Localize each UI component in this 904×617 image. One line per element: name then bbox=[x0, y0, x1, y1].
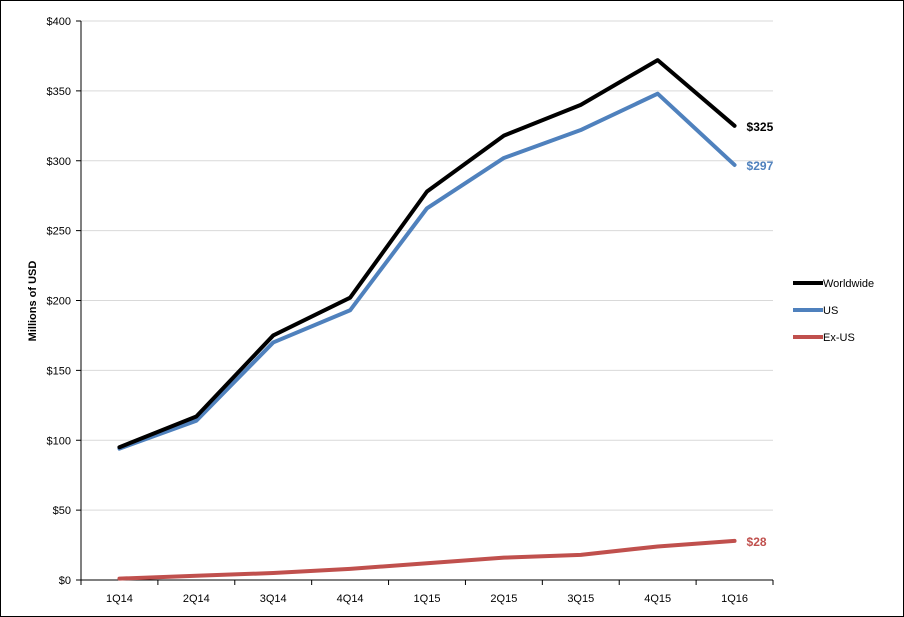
y-tick-label: $150 bbox=[47, 365, 71, 377]
x-tick-label: 3Q15 bbox=[567, 593, 594, 605]
x-tick-label: 1Q15 bbox=[414, 593, 441, 605]
legend-label: Ex-US bbox=[823, 332, 855, 344]
x-axis-ticks: 1Q14 2Q14 3Q14 4Q14 1Q15 2Q15 3Q15 4Q15 1Q16 bbox=[80, 580, 774, 605]
x-tick-label: 2Q15 bbox=[490, 593, 517, 605]
end-label-worldwide: $325 bbox=[747, 120, 774, 134]
end-labels: $325 $297 $28 bbox=[747, 120, 774, 549]
y-tick-label: $100 bbox=[47, 435, 71, 447]
series-lines bbox=[117, 58, 737, 581]
x-tick-label: 4Q15 bbox=[644, 593, 671, 605]
y-tick-label: $350 bbox=[47, 86, 71, 98]
y-axis-title: Millions of USD bbox=[27, 261, 39, 342]
y-tick-label: $400 bbox=[47, 16, 71, 28]
x-tick-label: 1Q14 bbox=[106, 593, 133, 605]
series-line-ex-us bbox=[117, 538, 737, 581]
y-tick-label: $0 bbox=[59, 575, 71, 587]
x-tick-label: 4Q14 bbox=[337, 593, 364, 605]
legend-item: Ex-US bbox=[793, 332, 855, 344]
x-tick-label: 2Q14 bbox=[183, 593, 210, 605]
y-tick-label: $250 bbox=[47, 226, 71, 238]
legend-label: US bbox=[823, 305, 838, 317]
y-axis-ticks: $0 $50 $100 $150 $200 $250 $300 $350 $400 bbox=[47, 16, 81, 587]
legend-item: Worldwide bbox=[793, 278, 874, 290]
end-label-ex-us: $28 bbox=[747, 535, 767, 549]
series-line-worldwide bbox=[117, 58, 737, 450]
y-tick-label: $50 bbox=[53, 505, 71, 517]
gridlines bbox=[81, 20, 773, 511]
end-label-us: $297 bbox=[747, 159, 774, 173]
series-line-us bbox=[117, 91, 737, 451]
legend-label: Worldwide bbox=[823, 278, 874, 290]
x-tick-label: 1Q16 bbox=[721, 593, 748, 605]
y-tick-label: $300 bbox=[47, 156, 71, 168]
legend: Worldwide US Ex-US bbox=[793, 278, 874, 344]
legend-item: US bbox=[793, 305, 838, 317]
y-tick-label: $200 bbox=[47, 296, 71, 308]
x-tick-label: 3Q14 bbox=[260, 593, 287, 605]
